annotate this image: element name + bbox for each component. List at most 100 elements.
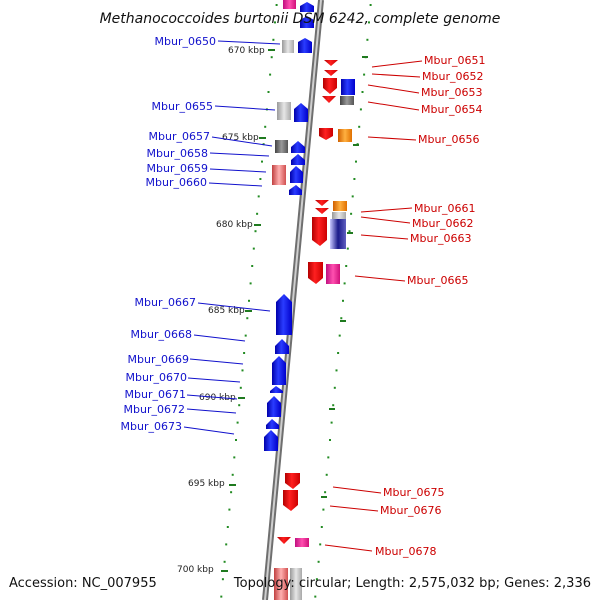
gene-feature[interactable] — [275, 140, 288, 153]
minor-tick — [264, 125, 267, 128]
minor-tick — [274, 21, 276, 24]
minor-tick — [350, 212, 353, 215]
gene-feature[interactable] — [324, 60, 338, 66]
gene-feature[interactable] — [315, 208, 329, 214]
topology-text: Topology: circular; Length: 2,575,032 bp… — [233, 576, 591, 591]
gene-label[interactable]: Mbur_0678 — [375, 545, 436, 558]
minor-tick — [358, 125, 361, 128]
gene-feature[interactable] — [270, 386, 283, 393]
gene-feature[interactable] — [340, 96, 354, 105]
gene-feature[interactable] — [289, 185, 302, 195]
gene-label[interactable]: Mbur_0669 — [128, 353, 189, 366]
gene-label[interactable]: Mbur_0676 — [380, 504, 441, 517]
minor-tick — [363, 73, 366, 76]
minor-tick — [333, 386, 336, 389]
gene-feature[interactable] — [330, 219, 346, 249]
minor-tick — [244, 334, 247, 337]
gene-feature[interactable] — [277, 537, 291, 544]
gene-feature[interactable] — [295, 538, 309, 547]
minor-tick — [223, 560, 226, 563]
minor-tick — [320, 526, 323, 528]
gene-feature[interactable] — [291, 154, 305, 165]
minor-tick — [235, 439, 237, 441]
gene-feature[interactable] — [308, 262, 323, 284]
gene-feature[interactable] — [333, 201, 347, 211]
gene-feature[interactable] — [275, 339, 289, 354]
minor-tick — [369, 4, 372, 6]
gene-label[interactable]: Mbur_0652 — [422, 70, 483, 83]
gene-feature[interactable] — [300, 2, 314, 12]
gene-label[interactable]: Mbur_0663 — [410, 232, 471, 245]
gene-feature[interactable] — [332, 212, 346, 220]
minor-tick — [269, 73, 272, 76]
gene-feature[interactable] — [282, 40, 294, 53]
gene-feature[interactable] — [276, 294, 292, 335]
gene-label[interactable]: Mbur_0657 — [149, 130, 210, 143]
minor-tick — [272, 38, 275, 41]
minor-tick — [322, 508, 325, 511]
gene-feature[interactable] — [267, 396, 281, 417]
gene-label[interactable]: Mbur_0672 — [124, 403, 185, 416]
gene-label[interactable]: Mbur_0658 — [147, 147, 208, 160]
accession-text: Accession: NC_007955 — [9, 576, 157, 591]
gene-feature[interactable] — [264, 430, 278, 451]
gene-feature[interactable] — [291, 141, 305, 153]
gene-label[interactable]: Mbur_0667 — [135, 296, 196, 309]
gene-label[interactable]: Mbur_0675 — [383, 486, 444, 499]
gene-label[interactable]: Mbur_0670 — [126, 371, 187, 384]
gene-feature[interactable] — [338, 129, 352, 142]
gene-feature[interactable] — [300, 16, 314, 28]
gene-feature[interactable] — [298, 38, 312, 53]
minor-tick — [228, 508, 231, 511]
gene-label[interactable]: Mbur_0655 — [152, 100, 213, 113]
minor-tick — [249, 282, 252, 285]
gene-feature[interactable] — [274, 568, 288, 600]
gene-feature[interactable] — [266, 419, 279, 429]
gene-label[interactable]: Mbur_0651 — [424, 54, 485, 67]
gene-feature[interactable] — [315, 200, 329, 206]
gene-label[interactable]: Mbur_0653 — [421, 86, 482, 99]
gene-feature[interactable] — [277, 102, 291, 120]
gene-feature[interactable] — [322, 96, 336, 103]
gene-feature[interactable] — [319, 128, 333, 140]
gene-feature[interactable] — [272, 356, 286, 385]
major-ticks — [221, 49, 368, 572]
left-leader-lines — [183, 40, 281, 435]
gene-feature[interactable] — [283, 0, 296, 9]
minor-tick — [325, 473, 328, 476]
gene-feature[interactable] — [283, 490, 298, 511]
gene-label[interactable]: Mbur_0661 — [414, 202, 475, 215]
minor-tick — [252, 247, 255, 250]
gene-label[interactable]: Mbur_0668 — [131, 328, 192, 341]
gene-label[interactable]: Mbur_0660 — [146, 176, 207, 189]
minor-tick — [241, 369, 244, 372]
gene-feature[interactable] — [324, 70, 338, 76]
gene-label[interactable]: Mbur_0665 — [407, 274, 468, 287]
gene-feature[interactable] — [294, 103, 308, 122]
minor-tick — [226, 526, 229, 528]
gene-label[interactable]: Mbur_0673 — [121, 420, 182, 433]
gene-label[interactable]: Mbur_0656 — [418, 133, 479, 146]
gene-label[interactable]: Mbur_0654 — [421, 103, 482, 116]
minor-tick — [254, 230, 257, 233]
gene-label[interactable]: Mbur_0659 — [147, 162, 208, 175]
minor-tick — [231, 473, 234, 476]
gene-feature[interactable] — [272, 165, 286, 185]
minor-tick — [361, 91, 364, 93]
minor-tick — [345, 265, 348, 267]
gene-label[interactable]: Mbur_0650 — [155, 35, 216, 48]
gene-label[interactable]: Mbur_0671 — [125, 388, 186, 401]
gene-feature[interactable] — [285, 473, 300, 489]
kbp-label: 700 kbp — [177, 565, 214, 575]
gene-feature[interactable] — [341, 79, 355, 95]
gene-feature[interactable] — [326, 264, 340, 284]
minor-tick — [275, 4, 278, 6]
gene-feature[interactable] — [323, 78, 337, 94]
minor-tick — [332, 404, 335, 407]
gene-feature[interactable] — [290, 166, 303, 183]
gene-label[interactable]: Mbur_0662 — [412, 217, 473, 230]
genome-backbone-highlight — [264, 0, 322, 600]
gene-feature[interactable] — [312, 217, 327, 246]
gene-feature[interactable] — [290, 568, 302, 600]
